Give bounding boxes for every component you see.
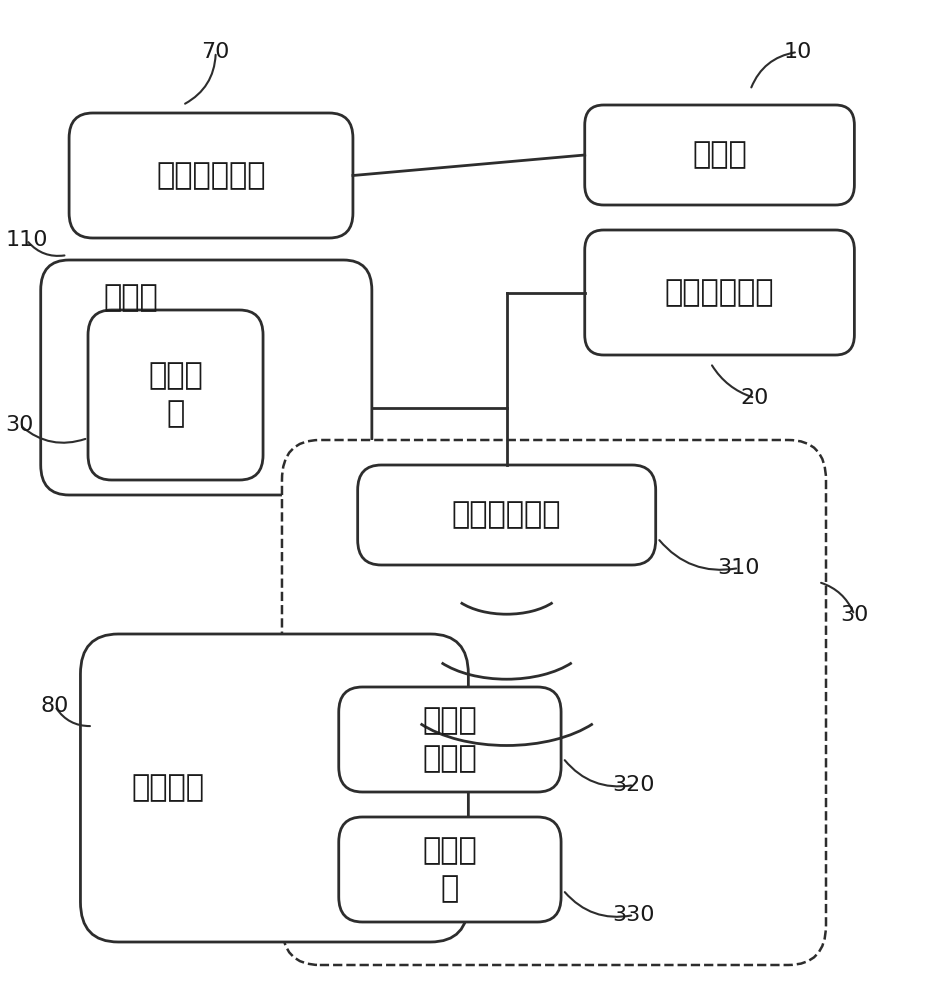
FancyBboxPatch shape: [585, 105, 854, 205]
Text: 30: 30: [6, 415, 34, 435]
Text: 30: 30: [840, 605, 868, 625]
FancyBboxPatch shape: [339, 687, 561, 792]
FancyBboxPatch shape: [81, 634, 469, 942]
Text: 中控台: 中控台: [103, 284, 158, 312]
Text: 超声波发生器: 超声波发生器: [665, 278, 774, 307]
Text: 无线发
射模块: 无线发 射模块: [422, 706, 477, 773]
Text: 开关按
键: 开关按 键: [422, 836, 477, 903]
FancyBboxPatch shape: [41, 260, 372, 495]
Text: 70: 70: [201, 42, 230, 62]
Text: 110: 110: [6, 230, 47, 250]
FancyBboxPatch shape: [88, 310, 263, 480]
Text: 80: 80: [41, 696, 69, 716]
FancyBboxPatch shape: [69, 113, 353, 238]
FancyBboxPatch shape: [282, 440, 826, 965]
FancyBboxPatch shape: [585, 230, 854, 355]
Text: 330: 330: [613, 905, 655, 925]
Text: 音频控制单元: 音频控制单元: [157, 161, 266, 190]
Text: 开关组
件: 开关组 件: [148, 361, 203, 429]
Text: 遥控钥匙: 遥控钥匙: [132, 774, 205, 802]
Text: 麦克风: 麦克风: [692, 140, 747, 169]
Text: 320: 320: [613, 775, 655, 795]
Text: 无线接收模块: 无线接收模块: [452, 500, 562, 530]
FancyBboxPatch shape: [339, 817, 561, 922]
Text: 20: 20: [741, 388, 770, 408]
FancyBboxPatch shape: [358, 465, 656, 565]
Text: 310: 310: [717, 558, 760, 578]
Text: 10: 10: [784, 42, 811, 62]
